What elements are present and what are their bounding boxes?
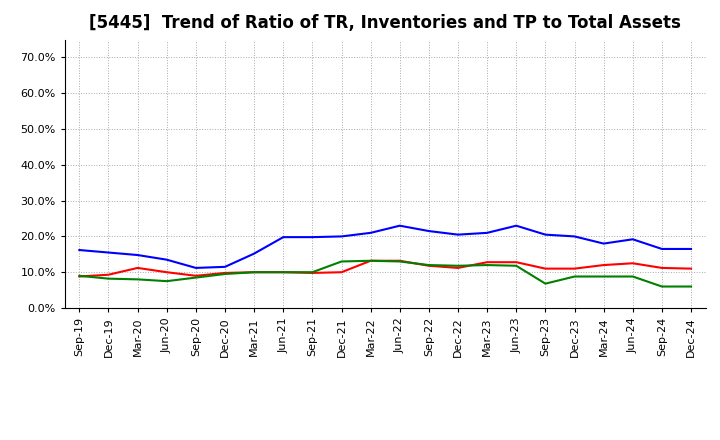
- Trade Payables: [133, 277, 142, 282]
- Trade Payables: [570, 274, 579, 279]
- Trade Payables: [308, 270, 317, 275]
- Trade Payables: [163, 279, 171, 284]
- Trade Receivables: [366, 258, 375, 264]
- Trade Receivables: [250, 270, 258, 275]
- Line: Inventories: Inventories: [79, 226, 691, 268]
- Inventories: [163, 257, 171, 262]
- Trade Payables: [599, 274, 608, 279]
- Trade Payables: [687, 284, 696, 289]
- Trade Receivables: [337, 270, 346, 275]
- Trade Payables: [483, 262, 492, 268]
- Trade Receivables: [395, 258, 404, 264]
- Trade Receivables: [570, 266, 579, 271]
- Trade Payables: [192, 275, 200, 280]
- Trade Payables: [279, 270, 287, 275]
- Trade Receivables: [279, 270, 287, 275]
- Inventories: [599, 241, 608, 246]
- Trade Receivables: [541, 266, 550, 271]
- Trade Receivables: [104, 272, 113, 277]
- Inventories: [687, 246, 696, 252]
- Trade Payables: [366, 258, 375, 264]
- Trade Payables: [250, 270, 258, 275]
- Inventories: [629, 237, 637, 242]
- Trade Payables: [657, 284, 666, 289]
- Inventories: [483, 230, 492, 235]
- Trade Receivables: [220, 270, 229, 275]
- Inventories: [425, 228, 433, 234]
- Trade Payables: [75, 273, 84, 279]
- Inventories: [337, 234, 346, 239]
- Trade Payables: [454, 263, 462, 268]
- Inventories: [75, 247, 84, 253]
- Trade Receivables: [192, 273, 200, 279]
- Inventories: [541, 232, 550, 237]
- Trade Payables: [395, 259, 404, 264]
- Inventories: [512, 223, 521, 228]
- Trade Receivables: [425, 263, 433, 268]
- Trade Receivables: [512, 260, 521, 265]
- Inventories: [133, 253, 142, 258]
- Trade Payables: [104, 276, 113, 281]
- Line: Trade Receivables: Trade Receivables: [79, 261, 691, 276]
- Trade Receivables: [75, 274, 84, 279]
- Inventories: [220, 264, 229, 269]
- Title: [5445]  Trend of Ratio of TR, Inventories and TP to Total Assets: [5445] Trend of Ratio of TR, Inventories…: [89, 15, 681, 33]
- Trade Payables: [629, 274, 637, 279]
- Inventories: [104, 250, 113, 255]
- Line: Trade Payables: Trade Payables: [79, 261, 691, 286]
- Trade Receivables: [629, 260, 637, 266]
- Inventories: [308, 235, 317, 240]
- Trade Payables: [512, 263, 521, 268]
- Trade Receivables: [454, 265, 462, 271]
- Inventories: [454, 232, 462, 237]
- Trade Receivables: [483, 260, 492, 265]
- Trade Payables: [220, 271, 229, 277]
- Inventories: [657, 246, 666, 252]
- Inventories: [250, 251, 258, 256]
- Trade Receivables: [657, 265, 666, 271]
- Inventories: [395, 223, 404, 228]
- Inventories: [192, 265, 200, 271]
- Trade Receivables: [133, 265, 142, 271]
- Inventories: [279, 235, 287, 240]
- Trade Payables: [337, 259, 346, 264]
- Trade Receivables: [687, 266, 696, 271]
- Trade Payables: [425, 262, 433, 268]
- Trade Receivables: [308, 270, 317, 275]
- Inventories: [366, 230, 375, 235]
- Trade Payables: [541, 281, 550, 286]
- Trade Receivables: [163, 270, 171, 275]
- Trade Receivables: [599, 262, 608, 268]
- Inventories: [570, 234, 579, 239]
